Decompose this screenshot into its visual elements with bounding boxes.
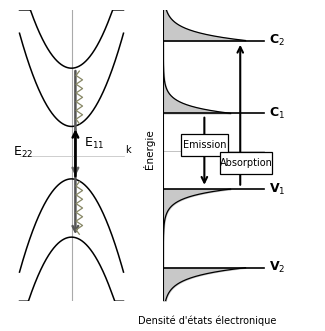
FancyBboxPatch shape (220, 152, 272, 174)
Text: Densité d'états électronique: Densité d'états électronique (138, 316, 277, 326)
Text: Emission: Emission (183, 140, 226, 150)
Text: k: k (125, 145, 130, 155)
Text: V$_1$: V$_1$ (269, 181, 285, 197)
Text: Énergie: Énergie (144, 129, 155, 169)
FancyBboxPatch shape (181, 134, 228, 156)
Text: Absorption: Absorption (220, 158, 273, 168)
Text: C$_1$: C$_1$ (269, 106, 285, 121)
Text: E$_{22}$: E$_{22}$ (13, 145, 33, 160)
Text: C$_2$: C$_2$ (269, 33, 285, 48)
Text: E$_{11}$: E$_{11}$ (84, 136, 105, 152)
Text: V$_2$: V$_2$ (269, 260, 285, 275)
